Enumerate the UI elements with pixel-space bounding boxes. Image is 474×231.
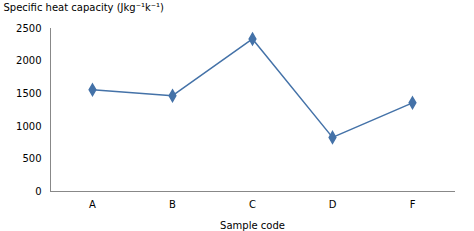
svg-text:1000: 1000	[16, 121, 41, 132]
svg-text:500: 500	[22, 153, 41, 164]
svg-text:A: A	[89, 199, 96, 210]
svg-text:C: C	[249, 199, 256, 210]
svg-text:F: F	[410, 199, 416, 210]
svg-text:0: 0	[35, 186, 41, 197]
svg-text:D: D	[329, 199, 337, 210]
svg-text:2000: 2000	[16, 55, 41, 66]
svg-text:B: B	[169, 199, 176, 210]
svg-text:2500: 2500	[16, 23, 41, 34]
svg-text:Specific heat capacity (Jkg⁻¹k: Specific heat capacity (Jkg⁻¹k⁻¹)	[4, 2, 165, 13]
svg-text:Sample code: Sample code	[220, 220, 285, 231]
svg-text:1500: 1500	[16, 88, 41, 99]
